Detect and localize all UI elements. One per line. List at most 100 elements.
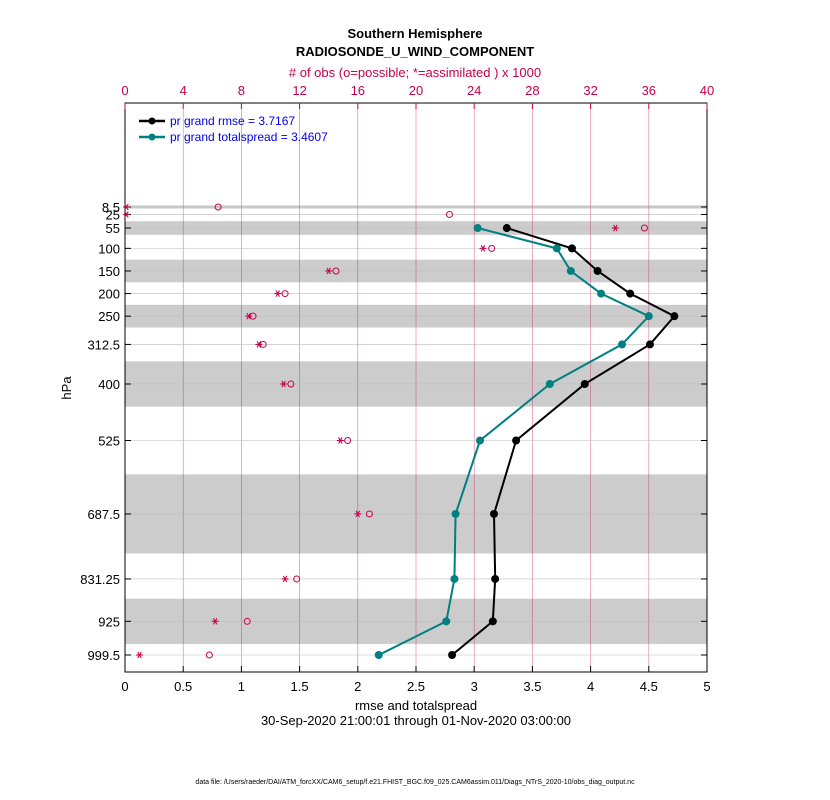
y-tick-label: 525 — [98, 433, 120, 448]
obs-assimilated-marker — [336, 437, 344, 444]
obs-possible-marker — [293, 575, 301, 583]
obs-possible-marker — [281, 290, 289, 298]
top-tick-label: 12 — [292, 83, 306, 98]
y-tick-label: 8.5 — [102, 200, 120, 215]
y-tick-label: 100 — [98, 241, 120, 256]
y-tick-label: 250 — [98, 309, 120, 324]
spread-point — [644, 312, 653, 321]
asterisk-stroke — [326, 267, 331, 275]
y-tick-label: 25 — [106, 207, 120, 222]
rmse-point — [489, 509, 498, 518]
rmse-point — [645, 340, 654, 349]
y-tick-label: 925 — [98, 614, 120, 629]
y-axis-label: hPa — [59, 376, 74, 400]
legend: pr grand rmse = 3.7167 pr grand totalspr… — [139, 114, 328, 144]
legend-rmse-marker — [148, 117, 156, 125]
x-tick-label: 4 — [587, 679, 594, 694]
asterisk-stroke — [613, 224, 618, 232]
asterisk-stroke — [137, 651, 142, 659]
spread-point — [545, 379, 554, 388]
asterisk-stroke — [338, 437, 343, 444]
asterisk-stroke — [282, 575, 288, 583]
asterisk-stroke — [281, 380, 286, 388]
obs-assimilated-marker — [122, 203, 130, 211]
obs-possible-marker — [445, 210, 453, 218]
rmse-point — [580, 379, 589, 388]
y-tick-label: 687.5 — [87, 507, 120, 522]
asterisk-stroke — [256, 341, 262, 348]
rmse-point — [512, 436, 521, 445]
chart-subtitle: RADIOSONDE_U_WIND_COMPONENT — [296, 44, 534, 59]
top-tick-label: 40 — [700, 83, 714, 98]
spread-point — [450, 574, 459, 583]
obs-assimilated-marker — [280, 380, 288, 388]
obs-possible-markers — [205, 203, 648, 659]
obs-assimilated-marker — [354, 510, 362, 518]
rmse-point — [502, 224, 511, 233]
series-layer — [374, 224, 679, 659]
rmse-point — [567, 244, 576, 253]
spread-line — [378, 227, 651, 656]
top-tick-label: 16 — [351, 83, 365, 98]
obs-assimilated-markers — [122, 203, 619, 659]
data-file-footnote: data file: /Users/raeder/DAI/ATM_forcXX/… — [195, 779, 635, 786]
spread-point — [451, 509, 460, 518]
y-tick-label: 55 — [106, 221, 120, 236]
top-tick-label: 28 — [525, 83, 539, 98]
obs-assimilated-marker — [274, 290, 282, 297]
legend-spread-label: pr grand totalspread = 3.4607 — [170, 130, 328, 144]
asterisk-stroke — [124, 203, 129, 211]
spread-point — [597, 289, 606, 298]
x-tick-label: 2 — [354, 679, 361, 694]
top-axis-label: # of obs (o=possible; *=assimilated ) x … — [289, 65, 541, 80]
obs-assimilated-marker — [281, 575, 289, 583]
top-tick-label: 4 — [180, 83, 187, 98]
spread-point — [552, 244, 561, 253]
obs-assimilated-marker — [611, 224, 619, 232]
obs-possible-marker — [488, 244, 496, 252]
obs-possible-marker — [243, 617, 251, 625]
y-tick-label: 200 — [98, 287, 120, 302]
x-tick-label: 0.5 — [174, 679, 192, 694]
rmse-line — [451, 227, 676, 656]
level-grid-lines — [125, 206, 707, 656]
spread-point — [566, 266, 575, 275]
x-tick-label: 5 — [703, 679, 710, 694]
top-tick-label: 36 — [642, 83, 656, 98]
spread-point — [473, 224, 482, 233]
asterisk-stroke — [246, 312, 251, 320]
spread-point — [476, 436, 485, 445]
asterisk-stroke — [480, 245, 486, 252]
top-tick-label: 8 — [238, 83, 245, 98]
top-tick-label: 32 — [583, 83, 597, 98]
top-tick-label: 24 — [467, 83, 481, 98]
x-tick-label: 3 — [471, 679, 478, 694]
spread-point — [442, 617, 451, 626]
top-tick-label: 0 — [121, 83, 128, 98]
obs-possible-marker — [640, 224, 648, 232]
rmse-point — [593, 266, 602, 275]
top-axis-ticks: 0 4 8 12 16 20 24 28 32 36 40 — [121, 83, 714, 109]
obs-assimilated-marker — [255, 341, 263, 348]
y-tick-label: 831.25 — [80, 572, 120, 587]
obs-possible-marker — [365, 510, 373, 518]
x-tick-label: 4.5 — [640, 679, 658, 694]
top-tick-label: 20 — [409, 83, 423, 98]
y-tick-label: 999.5 — [87, 648, 120, 663]
date-range: 30-Sep-2020 21:00:01 through 01-Nov-2020… — [261, 713, 571, 728]
y-tick-label: 312.5 — [87, 337, 120, 352]
x-axis-ticks: 0 0.5 1 1.5 2 2.5 3 3.5 4 4.5 5 — [121, 666, 711, 694]
legend-rmse-label: pr grand rmse = 3.7167 — [170, 114, 295, 128]
obs-possible-marker — [287, 380, 295, 388]
x-tick-label: 0 — [121, 679, 128, 694]
x-tick-label: 1.5 — [291, 679, 309, 694]
rmse-point — [488, 617, 497, 626]
y-tick-label: 400 — [98, 377, 120, 392]
rmse-point — [491, 574, 500, 583]
y-tick-label: 150 — [98, 264, 120, 279]
obs-assimilated-marker — [122, 211, 130, 218]
rmse-point — [448, 651, 457, 659]
obs-possible-marker — [344, 436, 352, 444]
